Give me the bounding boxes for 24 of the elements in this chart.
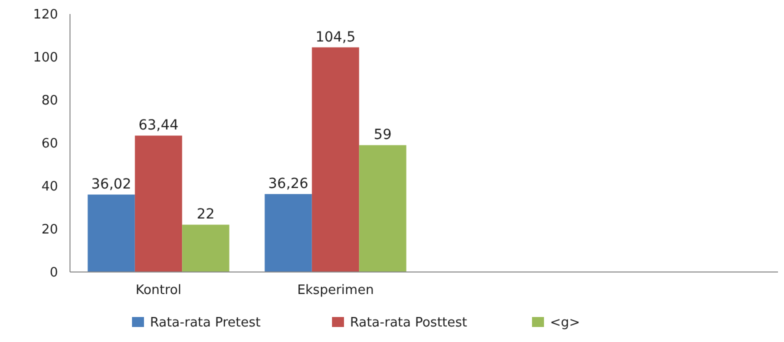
data-label: 104,5 <box>315 29 356 46</box>
bar <box>182 224 230 272</box>
data-label: 36,02 <box>91 176 132 193</box>
bar <box>134 136 182 272</box>
data-label: 36,26 <box>268 176 308 192</box>
legend-label: <g> <box>550 316 580 331</box>
y-tick-label: 120 <box>33 8 58 23</box>
legend-label: Rata-rata Posttest <box>350 316 468 331</box>
bar <box>359 145 406 272</box>
legend-label: Rata-rata Pretest <box>150 316 261 331</box>
y-tick-label: 80 <box>41 94 58 109</box>
x-tick-label: Eksperimen <box>297 283 374 298</box>
data-label: 22 <box>196 206 215 223</box>
data-label: 63,44 <box>138 118 179 134</box>
y-tick-label: 20 <box>41 222 58 238</box>
y-tick-label: 100 <box>33 50 58 66</box>
y-tick-label: 60 <box>41 136 58 152</box>
bar <box>312 47 360 272</box>
y-tick-label: 0 <box>50 266 58 281</box>
y-tick-label: 40 <box>41 180 58 195</box>
bar <box>264 194 312 272</box>
data-label: 59 <box>374 127 392 144</box>
bar <box>88 194 135 272</box>
x-tick-label: Kontrol <box>136 283 182 298</box>
